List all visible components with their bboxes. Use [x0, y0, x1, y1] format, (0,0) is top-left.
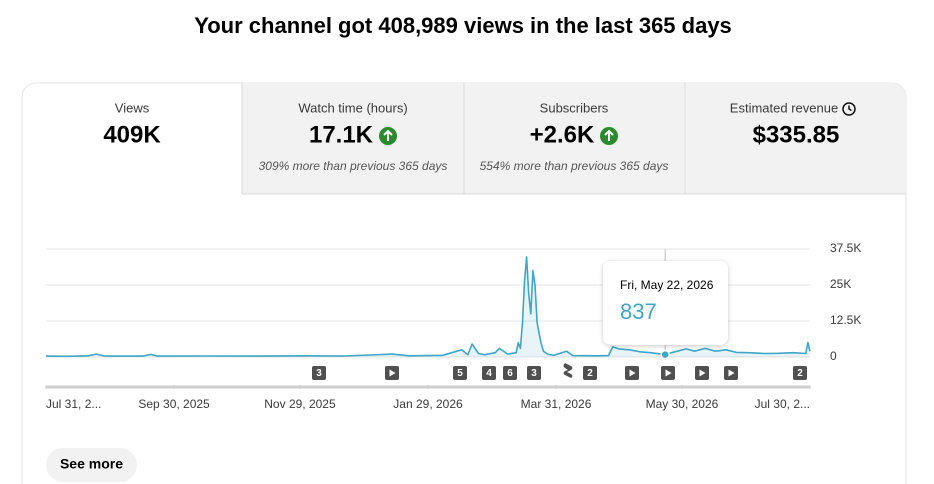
- tab-label: Views: [115, 100, 150, 115]
- line: [45, 256, 811, 358]
- marker-bg: [482, 366, 496, 380]
- marker-label: 3: [316, 368, 322, 379]
- chart: 0 12.5K 25K 37.5K Jul 31, 2... Sep 30, 2025 No…: [45, 241, 861, 411]
- y-tick-label: 37.5K: [830, 241, 861, 255]
- tab-label: Subscribers: [540, 100, 609, 115]
- button-bg: [46, 448, 137, 482]
- tab-value: 17.1K: [309, 121, 374, 148]
- tab[interactable]: Subscribers +2.6K 554% more than previou…: [480, 100, 669, 173]
- shorts-icon: [563, 363, 573, 378]
- play-icon: [728, 369, 735, 377]
- tab-note: 554% more than previous 365 days: [480, 159, 669, 173]
- tooltip-date: Fri, May 22, 2026: [620, 278, 714, 292]
- marker-label: 3: [531, 368, 537, 379]
- marker: 4: [482, 366, 496, 380]
- marker: 3: [312, 366, 326, 380]
- x-tick-label: Mar 31, 2026: [521, 397, 592, 411]
- marker-bg: [793, 366, 807, 380]
- marker-label: 2: [797, 368, 803, 379]
- marker-label: 5: [457, 368, 463, 379]
- tooltip-value: 837: [620, 299, 657, 324]
- marker: 5: [453, 366, 467, 380]
- hover-point: [660, 349, 670, 360]
- marker-label: 2: [587, 368, 593, 379]
- tab[interactable]: Estimated revenue $335.85: [730, 100, 856, 148]
- page-title: Your channel got 408,989 views in the la…: [194, 13, 732, 38]
- x-tick-label: Jan 29, 2026: [393, 397, 463, 411]
- up-icon: [600, 127, 618, 145]
- button[interactable]: See more: [46, 448, 137, 482]
- tab-value: $335.85: [753, 121, 840, 148]
- marker: 2: [793, 366, 807, 380]
- y-tick-label: 25K: [830, 277, 851, 291]
- tab[interactable]: Views 409K: [103, 100, 161, 148]
- marker-bg: [312, 366, 326, 380]
- button-label: See more: [60, 456, 123, 472]
- play-icon: [389, 369, 396, 377]
- video-marker: [625, 366, 639, 380]
- up-icon: [379, 127, 397, 145]
- video-marker: [385, 366, 399, 380]
- play-icon: [665, 369, 672, 377]
- marker: 6: [503, 366, 517, 380]
- video-marker: [695, 366, 709, 380]
- tab-label: Watch time (hours): [298, 100, 407, 115]
- tooltip-box: [603, 261, 728, 345]
- play-icon: [699, 369, 706, 377]
- x-tick-label: May 30, 2026: [646, 397, 719, 411]
- x-tick-label: Nov 29, 2025: [264, 397, 336, 411]
- marker: 3: [527, 366, 541, 380]
- tabs-bg: [242, 83, 906, 194]
- play-icon: [629, 369, 636, 377]
- x-tick-label: Sep 30, 2025: [138, 397, 210, 411]
- tooltip: Fri, May 22, 2026 837: [603, 261, 728, 345]
- tab-note: 309% more than previous 365 days: [259, 159, 448, 173]
- x-tick-label: Jul 31, 2...: [46, 397, 101, 411]
- video-marker: [661, 366, 675, 380]
- y-tick-label: 0: [830, 349, 837, 363]
- marker-bg: [583, 366, 597, 380]
- tab-value: +2.6K: [530, 121, 595, 148]
- marker-label: 4: [486, 368, 492, 379]
- marker: 2: [583, 366, 597, 380]
- tab[interactable]: Watch time (hours) 17.1K 309% more than …: [259, 100, 448, 173]
- marker-bg: [527, 366, 541, 380]
- x-tick-label: Jul 30, 2...: [755, 397, 810, 411]
- tab-label: Estimated revenue: [730, 100, 838, 115]
- clock-icon: [842, 102, 856, 116]
- marker-label: 6: [507, 368, 513, 379]
- video-marker: [724, 366, 738, 380]
- shorts-marker: [563, 363, 573, 378]
- tab-value: 409K: [103, 121, 161, 148]
- y-tick-label: 12.5K: [830, 313, 861, 327]
- marker-bg: [453, 366, 467, 380]
- marker-bg: [503, 366, 517, 380]
